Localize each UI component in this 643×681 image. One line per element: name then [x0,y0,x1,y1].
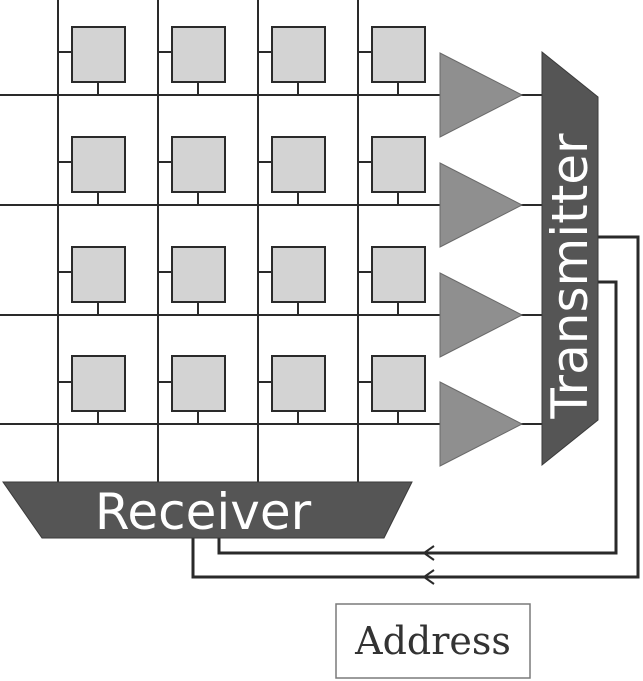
transmitter-label: Transmitter [541,133,599,420]
column-lines [57,0,359,484]
memory-cell [358,26,426,95]
memory-cell [158,136,226,205]
memory-cell [358,355,426,424]
memory-cell [58,136,126,205]
arrowhead-icon [422,545,435,561]
row-lines [0,94,440,425]
receiver-block: Receiver [2,481,413,541]
address-label: Address [354,619,511,663]
arrowhead-icon [422,569,435,585]
transmitter-block: Transmitter [541,50,599,467]
driver-amplifiers [439,52,545,467]
memory-cell [258,355,326,424]
memory-cell [58,26,126,95]
feedback-wire-outer [191,235,640,579]
memory-cell [158,26,226,95]
memory-cell [358,246,426,315]
transmitter-shape [541,50,599,467]
memory-cell [258,136,326,205]
receiver-shape [2,481,413,539]
address-wires [191,235,640,585]
feedback-wire-inner [217,280,618,555]
amplifier-triangle [439,272,524,358]
memory-cell [358,136,426,205]
memory-cell [258,246,326,315]
amplifier-triangle [439,381,524,467]
memory-cell [258,26,326,95]
memory-cell [58,246,126,315]
address-box: Address [335,603,531,679]
memory-cell [158,355,226,424]
address-frame [335,603,531,679]
memory-cells [58,26,426,424]
receiver-label: Receiver [95,483,312,541]
memory-cell [58,355,126,424]
amplifier-triangle [439,52,524,138]
memory-cell [158,246,226,315]
amplifier-triangle [439,162,524,248]
